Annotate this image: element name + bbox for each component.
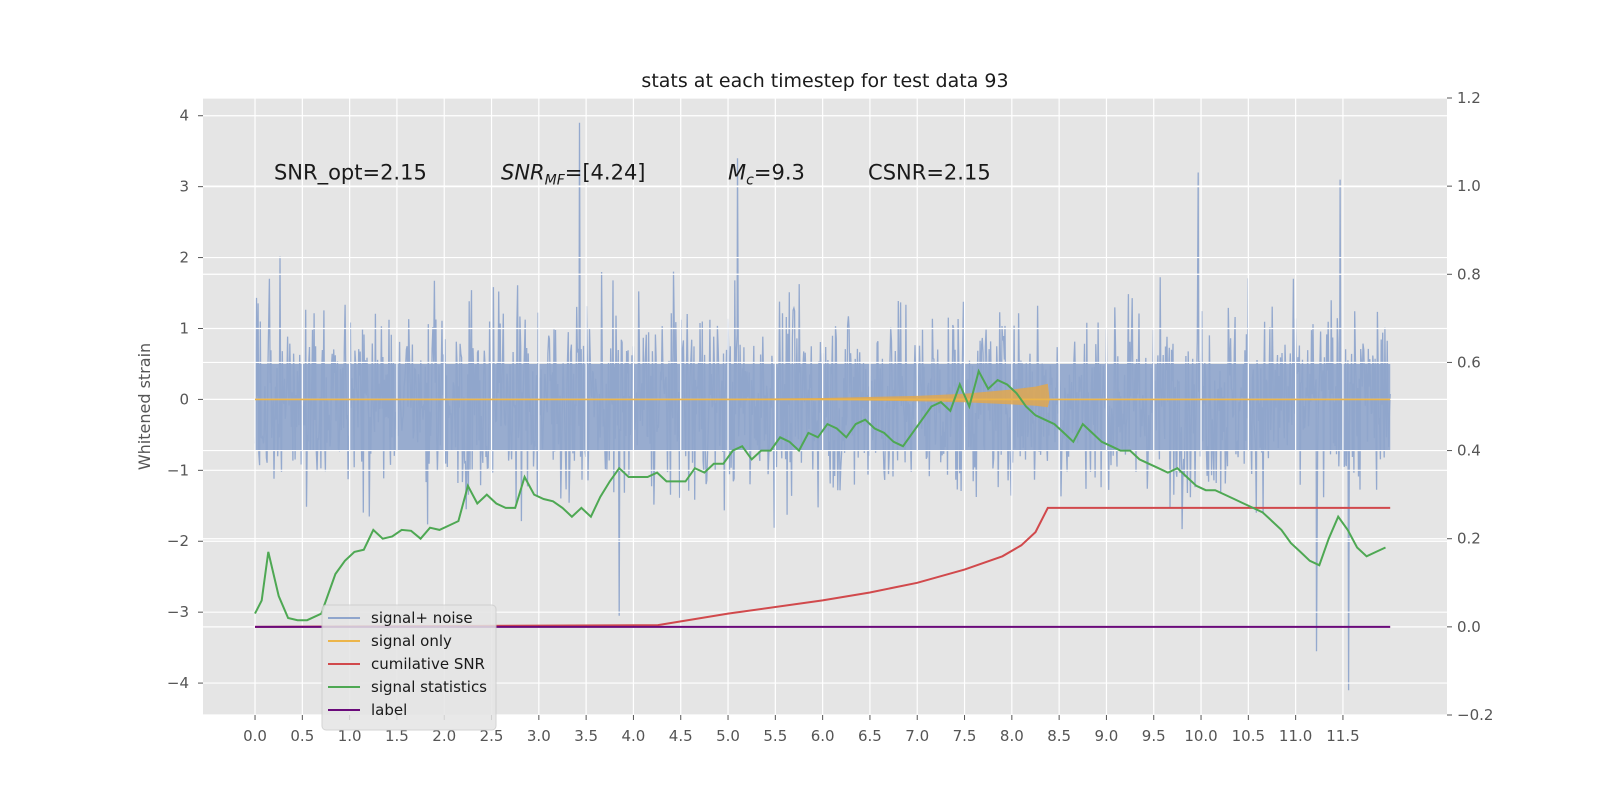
x-tick-label: 9.5 <box>1142 727 1166 745</box>
legend-label: cumilative SNR <box>371 655 485 673</box>
annotation-2: SNRMF=[4.24] <box>501 161 646 189</box>
x-tick-label: 4.5 <box>669 727 693 745</box>
x-tick-label: 2.0 <box>432 727 456 745</box>
y-tick-label: −3 <box>167 603 189 621</box>
legend-label: label <box>371 701 407 719</box>
y2-tick-label: 1.2 <box>1457 89 1481 107</box>
x-tick-label: 1.5 <box>385 727 409 745</box>
x-tick-label: 6.0 <box>811 727 835 745</box>
x-tick-label: 9.0 <box>1095 727 1119 745</box>
legend-box <box>321 604 497 731</box>
legend-label: signal only <box>371 632 452 650</box>
y2-tick-label: 0.6 <box>1457 353 1481 371</box>
legend-label: signal+ noise <box>371 609 473 627</box>
y2-tick-label: 0.0 <box>1457 618 1481 636</box>
x-tick-label: 1.0 <box>338 727 362 745</box>
x-tick-label: 11.5 <box>1326 727 1359 745</box>
annotation-4: CSNR=2.15 <box>868 161 991 185</box>
x-tick-label: 5.0 <box>716 727 740 745</box>
x-tick-label: 3.0 <box>527 727 551 745</box>
x-tick-label: 3.5 <box>574 727 598 745</box>
x-tick-label: 0.0 <box>243 727 267 745</box>
y2-tick-label: 0.8 <box>1457 265 1481 283</box>
signal-only-series <box>255 383 1391 408</box>
x-tick-label: 10.5 <box>1232 727 1265 745</box>
x-tick-label: 11.0 <box>1279 727 1312 745</box>
x-tick-label: 4.0 <box>622 727 646 745</box>
legend-label: signal statistics <box>371 678 487 696</box>
y-tick-label: −4 <box>167 674 189 692</box>
x-tick-label: 0.5 <box>290 727 314 745</box>
y2-tick-label: 1.0 <box>1457 177 1481 195</box>
x-tick-label: 8.5 <box>1047 727 1071 745</box>
x-tick-label: 2.5 <box>480 727 504 745</box>
y-tick-label: 4 <box>179 107 189 125</box>
x-tick-label: 7.5 <box>953 727 977 745</box>
axis-ticks: 0.0 0.5 1.0 1.5 2.0 2.5 3.0 3.5 4.0 4.5 5.0 5.5 6.0 6… <box>167 89 1494 745</box>
x-tick-label: 6.5 <box>858 727 882 745</box>
legend: signal+ noise signal only cumilative SNR si… <box>321 604 497 731</box>
annotation-3: Mc=9.3 <box>728 161 805 189</box>
x-tick-label: 5.5 <box>763 727 787 745</box>
y2-tick-label: −0.2 <box>1457 706 1493 724</box>
y2-tick-label: 0.4 <box>1457 442 1481 460</box>
y-tick-label: 1 <box>179 319 189 337</box>
y-tick-label: 2 <box>179 249 189 267</box>
y-tick-label: −2 <box>167 532 189 550</box>
annotation-1: SNR_opt=2.15 <box>274 161 427 186</box>
cumulative-snr-line <box>254 506 1391 628</box>
y-tick-label: 3 <box>179 178 189 196</box>
annotations: SNR_opt=2.15 SNRMF=[4.24] Mc=9.3 CSNR=2.15 <box>274 161 991 189</box>
chart-title: stats at each timestep for test data 93 <box>641 70 1008 92</box>
y-tick-label: −1 <box>167 461 189 479</box>
y2-tick-label: 0.2 <box>1457 530 1481 548</box>
x-tick-label: 7.0 <box>905 727 929 745</box>
x-tick-label: 8.0 <box>1000 727 1024 745</box>
y-tick-label: 0 <box>179 390 189 408</box>
x-tick-label: 10.0 <box>1184 727 1217 745</box>
signal-statistics-line <box>254 368 1386 622</box>
y-axis-label: Whitened strain <box>135 343 154 470</box>
